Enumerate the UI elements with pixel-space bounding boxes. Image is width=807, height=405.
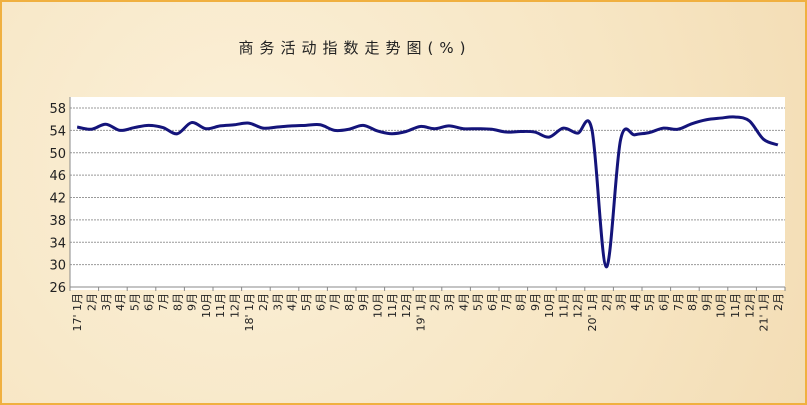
x-tick-label: 7月 [329, 293, 342, 311]
x-tick-label: 19' 1月 [414, 293, 427, 332]
x-tick-label: 3月 [443, 293, 456, 311]
x-tick-label: 4月 [286, 293, 299, 311]
x-tick-label: 6月 [657, 293, 670, 311]
x-tick-label: 2月 [85, 293, 98, 311]
x-tick-label: 11月 [386, 293, 399, 318]
x-tick-label: 3月 [615, 293, 628, 311]
x-tick-label: 12月 [228, 293, 241, 318]
x-tick-label: 5月 [472, 293, 485, 311]
x-tick-label: 3月 [271, 293, 284, 311]
x-tick-label: 21' 1月 [758, 293, 771, 332]
x-tick-label: 12月 [743, 293, 756, 318]
x-tick-label: 4月 [114, 293, 127, 311]
x-tick-label: 9月 [529, 293, 542, 311]
x-tick-label: 10月 [371, 293, 384, 318]
y-tick-label: 38 [49, 214, 66, 229]
x-tick-label: 12月 [400, 293, 413, 318]
x-tick-label: 3月 [100, 293, 113, 311]
x-tick-label: 5月 [128, 293, 141, 311]
x-tick-label: 10月 [715, 293, 728, 318]
x-tick-label: 17' 1月 [71, 293, 84, 332]
x-tick-label: 8月 [343, 293, 356, 311]
x-tick-label: 9月 [186, 293, 199, 311]
y-tick-label: 26 [49, 281, 66, 296]
y-tick-label: 58 [49, 102, 66, 117]
y-tick-label: 30 [49, 259, 66, 274]
x-tick-label: 6月 [314, 293, 327, 311]
x-tick-label: 11月 [214, 293, 227, 318]
x-tick-label: 9月 [700, 293, 713, 311]
x-tick-label: 7月 [672, 293, 685, 311]
x-tick-label: 2月 [600, 293, 613, 311]
x-tick-label: 4月 [457, 293, 470, 311]
y-tick-label: 46 [49, 169, 66, 184]
x-tick-label: 20' 1月 [586, 293, 599, 332]
x-tick-label: 9月 [357, 293, 370, 311]
x-tick-label: 18' 1月 [243, 293, 256, 332]
x-tick-label: 6月 [486, 293, 499, 311]
x-tick-label: 11月 [729, 293, 742, 318]
x-tick-label: 8月 [514, 293, 527, 311]
x-tick-label: 10月 [200, 293, 213, 318]
x-tick-label: 10月 [543, 293, 556, 318]
x-tick-label: 5月 [643, 293, 656, 311]
y-tick-label: 50 [49, 147, 66, 162]
x-tick-label: 8月 [171, 293, 184, 311]
x-tick-label: 11月 [557, 293, 570, 318]
x-tick-label: 2月 [429, 293, 442, 311]
x-tick-label: 7月 [157, 293, 170, 311]
x-tick-label: 7月 [500, 293, 513, 311]
x-tick-label: 5月 [300, 293, 313, 311]
y-tick-label: 34 [49, 236, 66, 251]
chart-title: 商务活动指数走势图(%) [239, 39, 472, 57]
x-tick-label: 4月 [629, 293, 642, 311]
x-tick-label: 6月 [143, 293, 156, 311]
x-tick-label: 8月 [686, 293, 699, 311]
y-tick-label: 54 [49, 124, 66, 139]
series-line [76, 115, 779, 269]
x-tick-label: 12月 [572, 293, 585, 318]
y-tick-label: 42 [49, 192, 66, 207]
x-tick-label: 2月 [772, 293, 785, 311]
x-tick-label: 2月 [257, 293, 270, 311]
